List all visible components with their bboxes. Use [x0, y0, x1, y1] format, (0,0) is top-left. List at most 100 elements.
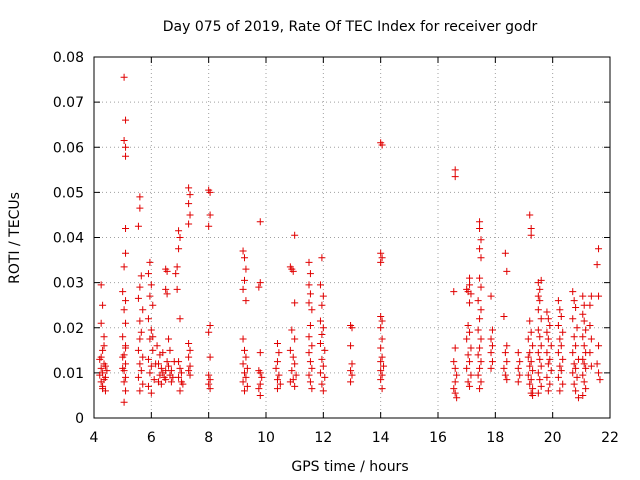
data-point — [139, 353, 147, 361]
data-point — [122, 224, 130, 232]
data-point — [137, 367, 145, 375]
data-point — [348, 371, 356, 379]
data-point — [503, 267, 511, 275]
data-point — [241, 387, 248, 395]
data-point — [487, 349, 495, 357]
data-point — [467, 371, 475, 379]
data-point — [288, 367, 296, 375]
data-point — [134, 346, 142, 354]
data-point — [206, 188, 214, 196]
data-point — [579, 292, 587, 300]
data-point — [97, 364, 105, 372]
data-point — [378, 385, 386, 393]
data-point — [291, 335, 299, 343]
data-point — [146, 258, 154, 266]
data-point — [239, 335, 247, 343]
data-point — [162, 285, 170, 293]
data-point — [186, 346, 194, 354]
data-point — [99, 346, 107, 354]
data-point — [572, 387, 580, 395]
data-point — [186, 362, 194, 370]
data-point — [501, 249, 509, 257]
data-point — [122, 387, 130, 395]
data-point — [586, 301, 594, 309]
data-point — [516, 358, 524, 366]
y-axis-label: ROTI / TECUs — [7, 192, 23, 284]
y-tick-label: 0.01 — [53, 366, 84, 382]
data-point — [149, 333, 157, 341]
data-point — [239, 360, 247, 368]
data-point — [167, 367, 175, 375]
data-point — [526, 211, 534, 219]
data-point — [122, 143, 130, 151]
data-point — [477, 283, 485, 291]
data-point — [120, 398, 128, 406]
data-point — [554, 349, 562, 357]
data-point — [544, 387, 552, 395]
data-point — [527, 376, 535, 384]
x-tick-label: 22 — [601, 430, 619, 446]
data-point — [316, 281, 324, 289]
data-point — [242, 265, 250, 273]
data-point — [242, 373, 250, 381]
data-point — [593, 261, 601, 269]
data-point — [308, 306, 316, 314]
data-point — [572, 364, 580, 372]
data-point — [134, 373, 142, 381]
data-point — [239, 378, 247, 386]
data-point — [378, 254, 386, 262]
data-point — [239, 247, 247, 255]
data-point — [136, 360, 144, 368]
data-point — [573, 373, 581, 381]
data-point — [536, 376, 544, 384]
data-point — [241, 276, 248, 284]
data-point — [582, 326, 590, 334]
data-point — [172, 270, 180, 278]
data-point — [205, 380, 213, 388]
data-point — [156, 371, 164, 379]
data-point — [136, 204, 144, 212]
data-point — [529, 391, 537, 399]
data-point — [162, 376, 170, 384]
data-point — [347, 378, 355, 386]
data-point — [554, 373, 562, 381]
data-point — [453, 371, 461, 379]
data-point — [242, 353, 250, 361]
data-point — [556, 335, 564, 343]
data-point — [119, 333, 127, 341]
data-point — [464, 378, 472, 386]
data-point — [318, 355, 326, 363]
x-tick-label: 18 — [486, 430, 504, 446]
data-point — [272, 364, 280, 372]
data-point — [537, 315, 545, 323]
data-point — [206, 321, 214, 329]
data-point — [120, 367, 128, 375]
data-point — [467, 290, 475, 298]
data-point — [319, 292, 327, 300]
data-point — [476, 385, 484, 393]
data-point — [570, 380, 578, 388]
data-point — [526, 349, 534, 357]
data-point — [205, 328, 213, 336]
data-point — [305, 281, 313, 289]
data-point — [206, 385, 214, 393]
data-point — [503, 376, 511, 384]
data-point — [100, 376, 108, 384]
data-point — [476, 224, 484, 232]
data-point — [451, 344, 459, 352]
data-point — [157, 380, 165, 388]
data-point — [559, 355, 567, 363]
data-point — [176, 234, 184, 241]
data-point — [306, 358, 314, 366]
y-tick-label: 0.04 — [53, 231, 84, 247]
data-point — [176, 315, 184, 323]
data-point — [255, 385, 263, 393]
data-point — [579, 391, 587, 399]
data-point — [100, 333, 108, 341]
data-point — [149, 346, 157, 354]
data-point — [122, 116, 130, 124]
data-point — [580, 378, 588, 386]
data-point — [572, 342, 580, 350]
data-point — [569, 315, 577, 323]
data-point — [378, 317, 386, 325]
